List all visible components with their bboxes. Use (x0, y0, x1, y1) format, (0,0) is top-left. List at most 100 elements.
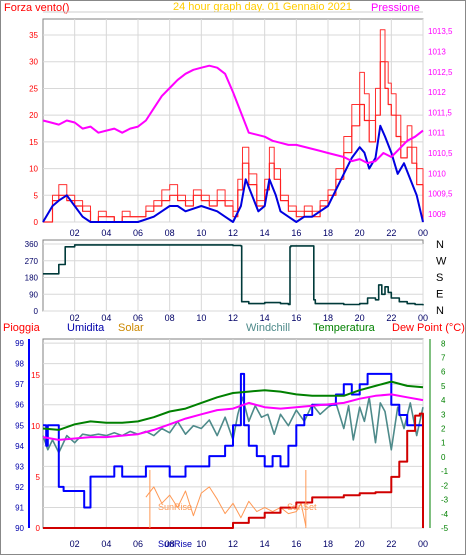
temperature-tick-label: -3 (441, 496, 449, 505)
temperature-tick-label: 4 (441, 396, 446, 405)
x-tick-labels: 02 04 06 08 10 12 14 16 18 20 22 00 (70, 228, 428, 238)
x-tick-label: 08 (165, 539, 175, 549)
left-tick-label: 0 (34, 307, 39, 316)
right-tick-label: 1011 (428, 129, 446, 138)
x-tick-label: 02 (70, 313, 80, 323)
series-layer (42, 29, 424, 223)
right-tick-label: 1011,5 (428, 108, 452, 117)
legend-windchill: Windchill (246, 322, 290, 334)
x-tick-label: 20 (355, 313, 365, 323)
x-tick-label: 22 (386, 313, 396, 323)
grid (43, 19, 424, 223)
x-tick-label: 08 (165, 313, 175, 323)
x-tick-label: 06 (133, 313, 143, 323)
x-tick-label: 18 (323, 539, 333, 549)
temperature-tick-label: 6 (441, 368, 446, 377)
pressure-series (42, 64, 424, 165)
x-tick-label: 00 (418, 313, 428, 323)
rain-tick-label: 10 (31, 422, 40, 431)
x-tick-label: 16 (291, 228, 301, 238)
x-tick-label: 18 (323, 313, 333, 323)
left-tick-label: 360 (25, 240, 39, 249)
left-tick-label: 15 (29, 138, 38, 147)
x-tick-label: 22 (386, 539, 396, 549)
x-tick-label: 12 (228, 228, 238, 238)
right-tick-label: 1009,5 (428, 190, 453, 199)
x-tick-label: 14 (260, 228, 270, 238)
compass-label: N (436, 239, 444, 251)
windchill-series (42, 396, 424, 454)
solar-series (145, 486, 307, 527)
left-tick-label: 20 (29, 111, 38, 120)
series-layer (42, 372, 424, 529)
humidity-tick-label: 99 (15, 339, 24, 348)
humidity-series (43, 372, 424, 509)
rain-series (43, 412, 424, 529)
x-tick-label: 12 (228, 539, 238, 549)
temperature-tick-label: 1 (441, 439, 446, 448)
humidity-tick-label: 90 (15, 524, 24, 533)
chart-title: 24 hour graph day. 01 Gennaio 2021 (173, 1, 352, 13)
left-tick-labels: 0 5 10 15 20 25 30 35 (29, 31, 38, 227)
temperature-tick-label: -5 (441, 524, 449, 533)
legend-humidity: Umidita (67, 322, 105, 334)
compass-label: E (436, 289, 443, 301)
compass-label: W (436, 256, 447, 268)
right-tick-label: 1010 (428, 169, 446, 178)
left-axis-title: Forza vento() (4, 2, 69, 14)
direction-series (43, 244, 424, 306)
right-tick-label: 1012 (428, 88, 446, 97)
temperature-tick-label: 8 (441, 339, 446, 348)
left-tick-label: 270 (25, 257, 39, 266)
left-tick-label: 180 (25, 274, 39, 283)
temperature-tick-labels: -5 -4 -3 -2 -1 0 1 2 3 4 5 6 7 8 (441, 339, 449, 533)
humidity-tick-labels: 90 91 92 93 94 95 96 97 98 99 (15, 339, 24, 533)
sunrise-label: SunRise (158, 502, 192, 512)
rain-tick-label: 0 (36, 524, 41, 533)
left-tick-label: 90 (29, 290, 38, 299)
rain-tick-label: 15 (31, 371, 40, 380)
humidity-tick-label: 95 (15, 421, 24, 430)
humidity-tick-label: 94 (15, 442, 24, 451)
humidity-tick-label: 92 (15, 483, 24, 492)
compass-label: S (436, 272, 443, 284)
legend-dewpoint: Dew Point (°C) (392, 322, 465, 334)
x-tick-labels: 02 04 06 08 10 12 14 16 18 20 22 00 (70, 313, 428, 323)
humidity-tick-label: 97 (15, 380, 24, 389)
right-tick-label: 1012,5 (428, 68, 453, 77)
temperature-tick-label: 7 (441, 353, 446, 362)
x-tick-label: 22 (386, 228, 396, 238)
x-tick-label: 04 (101, 313, 111, 323)
temperature-tick-label: -2 (441, 481, 449, 490)
humidity-tick-label: 93 (15, 462, 24, 471)
x-tick-label: 06 (133, 228, 143, 238)
humidity-tick-label: 91 (15, 503, 24, 512)
x-tick-label: 04 (101, 228, 111, 238)
dewpoint-series (42, 393, 424, 441)
temperature-tick-label: -1 (441, 467, 449, 476)
left-tick-labels: 0 90 180 270 360 (25, 240, 39, 316)
x-tick-label: 10 (196, 313, 206, 323)
temperature-tick-label: 3 (441, 410, 446, 419)
x-tick-label: 20 (355, 539, 365, 549)
x-tick-labels: 02 04 06 08 10 12 14 16 18 20 22 00 (70, 539, 428, 549)
rain-tick-label: 5 (36, 473, 41, 482)
temperature-tick-label: -4 (441, 510, 449, 519)
legend-temperature: Temperatura (313, 322, 376, 334)
x-tick-label: 02 (70, 539, 80, 549)
grid (43, 243, 424, 312)
temperature-humidity-chart: Pioggia Umidita Solar Windchill Temperat… (3, 322, 465, 549)
right-tick-labels: 1009 1009,5 1010 1010,5 1011 1011,5 1012 1012,5… (428, 27, 453, 219)
compass-label: N (436, 305, 444, 317)
humidity-tick-label: 98 (15, 360, 24, 369)
x-tick-label: 20 (355, 228, 365, 238)
temperature-tick-label: 0 (441, 453, 446, 462)
sunset-label: SunSet (287, 502, 317, 512)
series-layer (43, 244, 424, 306)
x-tick-label: 14 (260, 539, 270, 549)
x-tick-label: 16 (291, 313, 301, 323)
temperature-series (42, 380, 424, 431)
avg-series (42, 124, 424, 223)
